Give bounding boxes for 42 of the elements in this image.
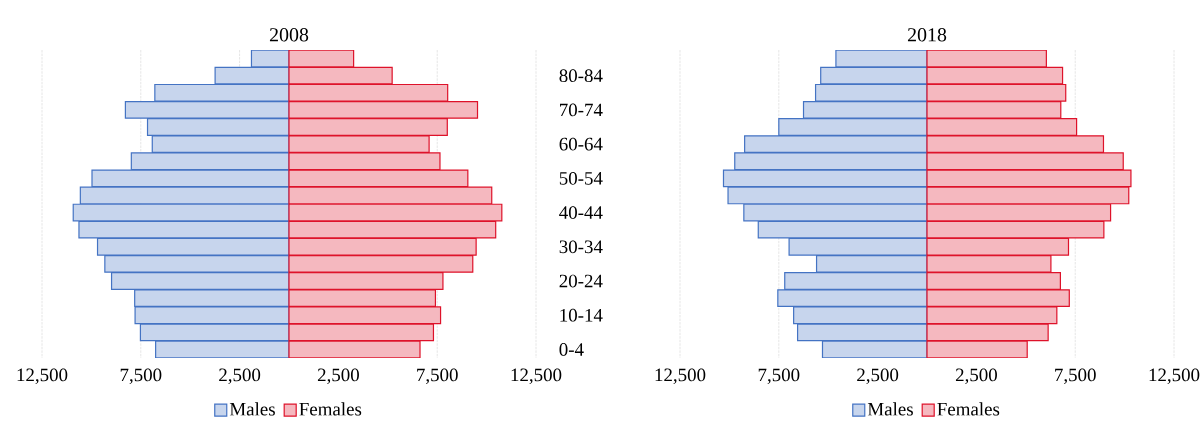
legend-label: Females xyxy=(937,402,1000,416)
bar xyxy=(288,186,493,205)
y-tick-label: 10-14 xyxy=(560,308,603,322)
bar xyxy=(926,203,1112,222)
x-tick-label: 7,500 xyxy=(417,368,458,385)
x-tick-label: 7,500 xyxy=(758,368,800,385)
x-tick-label: 12,500 xyxy=(17,368,68,385)
chart-title: 2008 xyxy=(269,28,309,42)
bar xyxy=(288,203,503,222)
bar xyxy=(926,186,1130,205)
bar xyxy=(72,203,290,222)
x-tick-label: 2,500 xyxy=(317,368,359,385)
x-tick-label: 7,500 xyxy=(120,368,162,385)
bar xyxy=(288,220,497,239)
bar xyxy=(78,220,290,239)
x-tick-label: 7,500 xyxy=(1055,368,1096,385)
legend-label: Males xyxy=(229,402,275,416)
y-tick-label: 0-4 xyxy=(559,343,584,356)
y-tick-label: 40-44 xyxy=(559,206,603,219)
y-tick-label: 30-34 xyxy=(559,240,603,254)
y-tick-label: 70-74 xyxy=(560,103,603,117)
bar xyxy=(743,203,928,222)
y-tick-label: 60-64 xyxy=(559,137,603,151)
x-tick-label: 2,500 xyxy=(955,368,997,385)
y-tick-label: 80-84 xyxy=(559,69,603,83)
y-tick-label: 20-24 xyxy=(559,274,603,288)
x-tick-label: 12,500 xyxy=(511,368,562,385)
x-tick-label: 2,500 xyxy=(857,368,899,385)
bar xyxy=(79,186,290,205)
bar xyxy=(734,152,928,171)
chart-title: 2018 xyxy=(907,28,947,42)
bar xyxy=(722,169,928,188)
bar xyxy=(96,237,290,256)
x-tick-label: 12,500 xyxy=(655,368,706,385)
y-tick-label: 50-54 xyxy=(559,171,603,185)
bar xyxy=(154,83,290,102)
bar xyxy=(926,152,1124,171)
x-tick-label: 12,500 xyxy=(1149,368,1200,385)
legend-label: Females xyxy=(299,402,362,416)
bar xyxy=(926,169,1132,188)
legend-label: Males xyxy=(867,402,913,416)
x-tick-label: 2,500 xyxy=(219,368,261,385)
